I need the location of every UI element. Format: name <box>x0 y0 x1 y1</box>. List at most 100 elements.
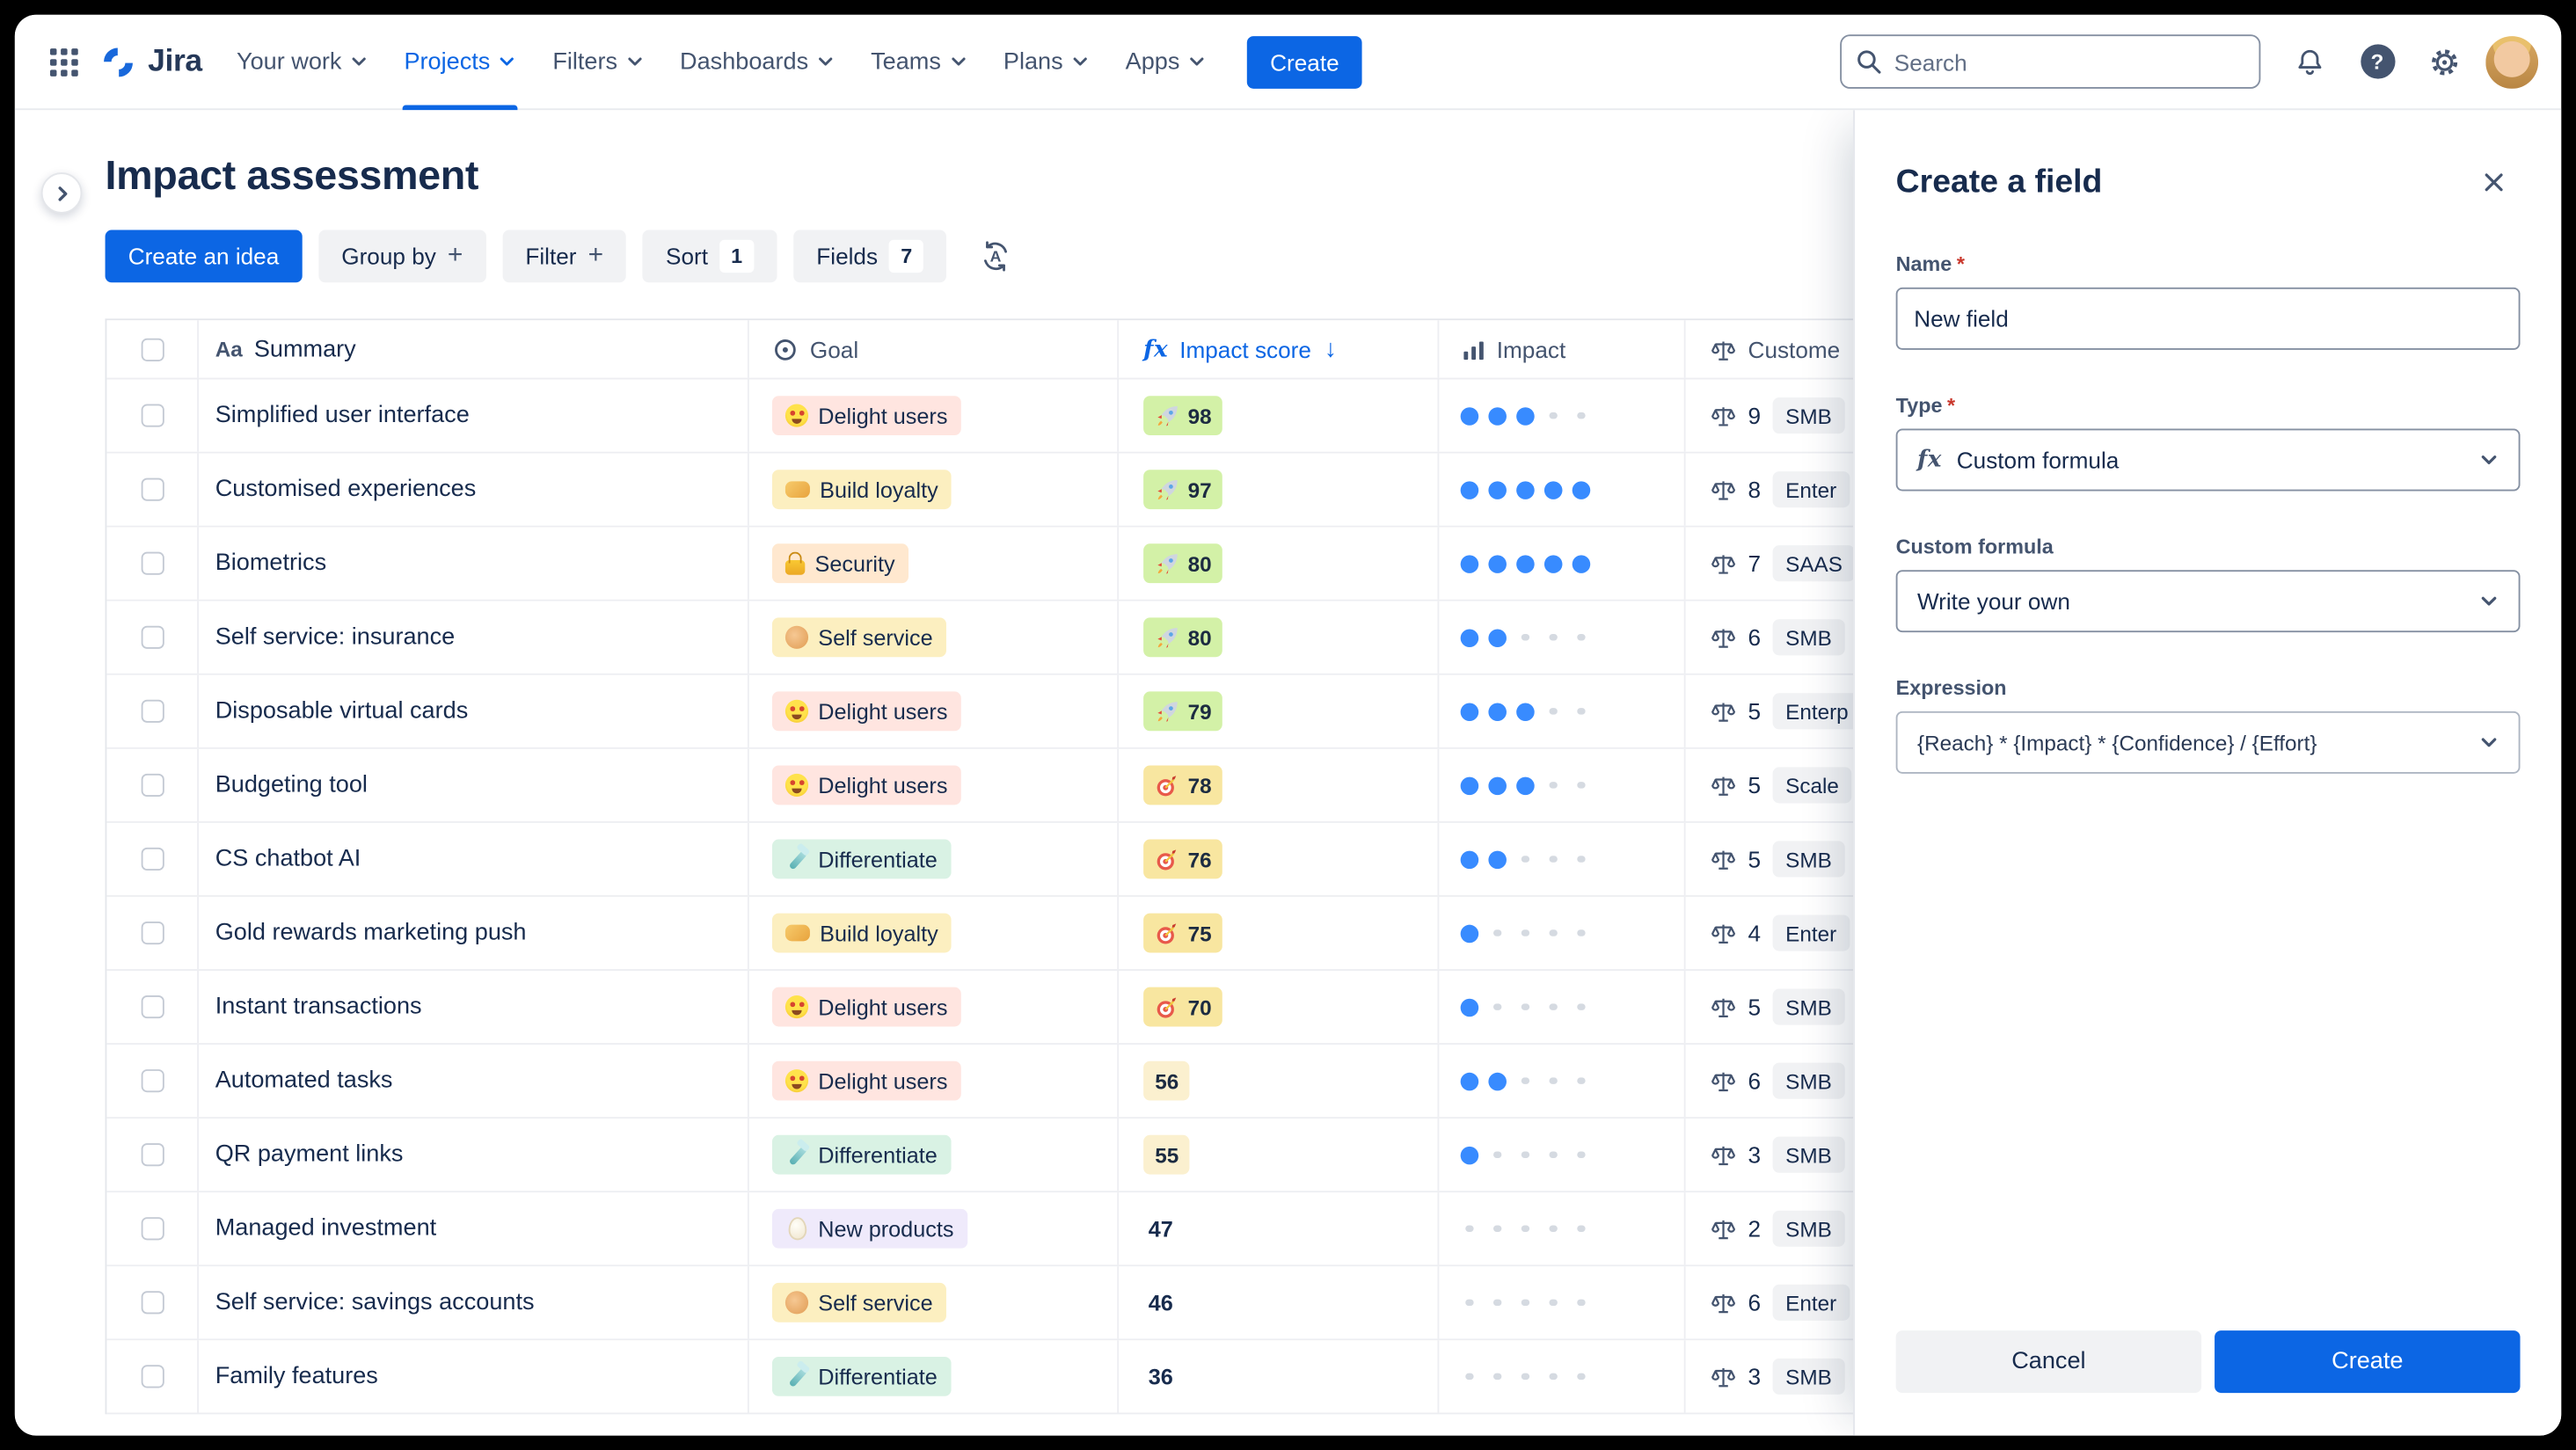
impact-score-cell[interactable]: 78 <box>1119 748 1440 821</box>
impact-score-cell[interactable]: 47 <box>1119 1192 1440 1265</box>
impact-score-cell[interactable]: 80 <box>1119 601 1440 674</box>
idea-summary[interactable]: CS chatbot AI <box>199 822 749 896</box>
table-row[interactable]: Self service: insurance Self service 80 … <box>106 601 1886 675</box>
impact-score-cell[interactable]: 70 <box>1119 970 1440 1044</box>
impact-rating[interactable] <box>1439 1118 1686 1191</box>
expression-select[interactable]: {Reach} * {Impact} * {Confidence} / {Eff… <box>1895 710 2521 774</box>
impact-score-cell[interactable]: 36 <box>1119 1340 1440 1413</box>
goal-chip[interactable]: Differentiate <box>771 1356 951 1396</box>
row-checkbox[interactable] <box>140 773 164 797</box>
goal-chip[interactable]: Delight users <box>771 691 961 732</box>
row-checkbox[interactable] <box>140 477 164 501</box>
impact-score-cell[interactable]: 79 <box>1119 674 1440 747</box>
impact-rating[interactable] <box>1439 1340 1686 1413</box>
column-header-customer[interactable]: Custome <box>1686 320 1886 377</box>
customer-cell[interactable]: 2 SMB <box>1686 1192 1886 1264</box>
goal-chip[interactable]: Delight users <box>771 765 961 805</box>
impact-score-cell[interactable]: 97 <box>1119 453 1440 526</box>
field-name-input[interactable] <box>1895 287 2521 350</box>
table-row[interactable]: Biometrics Security 80 7 SAAS <box>106 527 1886 601</box>
column-header-goal[interactable]: Goal <box>749 320 1120 378</box>
row-checkbox[interactable] <box>140 1217 164 1241</box>
create-field-button[interactable]: Create <box>2215 1330 2521 1394</box>
row-checkbox[interactable] <box>140 699 164 723</box>
group-by-button[interactable]: Group by + <box>318 230 486 283</box>
table-row[interactable]: Budgeting tool Delight users 78 5 Scale <box>106 748 1886 823</box>
row-checkbox[interactable] <box>140 1143 164 1167</box>
filter-button[interactable]: Filter + <box>502 230 627 283</box>
impact-rating[interactable] <box>1439 453 1686 526</box>
nav-item-apps[interactable]: Apps <box>1107 15 1224 109</box>
customer-cell[interactable]: 5 Scale <box>1686 749 1886 821</box>
nav-item-plans[interactable]: Plans <box>985 15 1107 109</box>
table-row[interactable]: Gold rewards marketing push Build loyalt… <box>106 896 1886 971</box>
customer-cell[interactable]: 5 SMB <box>1686 971 1886 1043</box>
fields-button[interactable]: Fields 7 <box>793 230 947 283</box>
idea-summary[interactable]: Simplified user interface <box>199 379 749 452</box>
customer-cell[interactable]: 5 Enterp <box>1686 675 1886 747</box>
customer-cell[interactable]: 8 Enter <box>1686 454 1886 526</box>
table-row[interactable]: Managed investment New products 47 2 SMB <box>106 1192 1886 1267</box>
impact-score-cell[interactable]: 76 <box>1119 822 1440 896</box>
goal-chip[interactable]: Delight users <box>771 396 961 436</box>
row-checkbox[interactable] <box>140 404 164 427</box>
user-avatar[interactable] <box>2485 35 2539 88</box>
row-checkbox[interactable] <box>140 625 164 649</box>
customer-cell[interactable]: 9 SMB <box>1686 380 1886 452</box>
create-button[interactable]: Create <box>1246 35 1362 88</box>
idea-summary[interactable]: QR payment links <box>199 1118 749 1191</box>
goal-chip[interactable]: New products <box>771 1208 967 1249</box>
impact-rating[interactable] <box>1439 970 1686 1044</box>
search-input[interactable] <box>1840 34 2261 89</box>
idea-summary[interactable]: Self service: savings accounts <box>199 1266 749 1339</box>
notifications-button[interactable] <box>2284 35 2337 88</box>
table-row[interactable]: Family features Differentiate 36 3 SMB <box>106 1340 1886 1415</box>
sort-button[interactable]: Sort 1 <box>642 230 777 283</box>
nav-item-filters[interactable]: Filters <box>535 15 662 109</box>
customer-cell[interactable]: 6 Enter <box>1686 1266 1886 1338</box>
idea-summary[interactable]: Disposable virtual cards <box>199 674 749 747</box>
idea-summary[interactable]: Budgeting tool <box>199 748 749 821</box>
idea-summary[interactable]: Self service: insurance <box>199 601 749 674</box>
field-type-select[interactable]: fx Custom formula <box>1895 428 2521 492</box>
idea-summary[interactable]: Family features <box>199 1340 749 1413</box>
table-row[interactable]: QR payment links Differentiate 55 3 SMB <box>106 1118 1886 1193</box>
table-row[interactable]: CS chatbot AI Differentiate 76 5 SMB <box>106 822 1886 897</box>
create-an-idea-button[interactable]: Create an idea <box>105 230 303 283</box>
table-row[interactable]: Self service: savings accounts Self serv… <box>106 1266 1886 1341</box>
rank-sort-button[interactable]: A <box>970 230 1023 283</box>
impact-score-cell[interactable]: 46 <box>1119 1266 1440 1339</box>
row-checkbox[interactable] <box>140 1069 164 1093</box>
idea-summary[interactable]: Biometrics <box>199 527 749 600</box>
idea-summary[interactable]: Gold rewards marketing push <box>199 896 749 970</box>
table-row[interactable]: Simplified user interface Delight users … <box>106 379 1886 454</box>
expand-sidebar-button[interactable] <box>40 172 83 214</box>
table-row[interactable]: Automated tasks Delight users 56 6 SMB <box>106 1045 1886 1119</box>
cancel-button[interactable]: Cancel <box>1895 1330 2202 1394</box>
custom-formula-select[interactable]: Write your own <box>1895 570 2521 633</box>
impact-score-cell[interactable]: 55 <box>1119 1118 1440 1191</box>
impact-rating[interactable] <box>1439 1266 1686 1339</box>
impact-score-cell[interactable]: 75 <box>1119 896 1440 970</box>
impact-rating[interactable] <box>1439 379 1686 452</box>
row-checkbox[interactable] <box>140 847 164 871</box>
table-row[interactable]: Disposable virtual cards Delight users 7… <box>106 674 1886 749</box>
goal-chip[interactable]: Delight users <box>771 1060 961 1101</box>
jira-logo[interactable]: Jira <box>100 44 202 80</box>
goal-chip[interactable]: Differentiate <box>771 839 951 879</box>
help-button[interactable]: ? <box>2351 35 2404 88</box>
customer-cell[interactable]: 7 SAAS <box>1686 528 1886 600</box>
close-panel-button[interactable] <box>2468 156 2521 208</box>
customer-cell[interactable]: 3 SMB <box>1686 1118 1886 1191</box>
impact-score-cell[interactable]: 98 <box>1119 379 1440 452</box>
row-checkbox[interactable] <box>140 1291 164 1315</box>
idea-summary[interactable]: Instant transactions <box>199 970 749 1044</box>
nav-item-projects[interactable]: Projects <box>386 15 535 110</box>
customer-cell[interactable]: 6 SMB <box>1686 601 1886 674</box>
goal-chip[interactable]: Differentiate <box>771 1134 951 1175</box>
goal-chip[interactable]: Self service <box>771 617 946 658</box>
goal-chip[interactable]: Delight users <box>771 987 961 1027</box>
impact-score-cell[interactable]: 80 <box>1119 527 1440 600</box>
customer-cell[interactable]: 3 SMB <box>1686 1340 1886 1412</box>
goal-chip[interactable]: Build loyalty <box>771 470 952 510</box>
